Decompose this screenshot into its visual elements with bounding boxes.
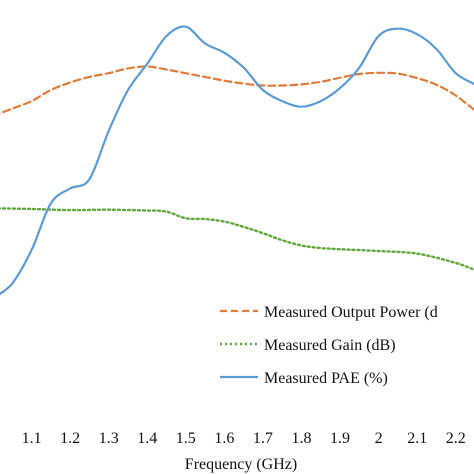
series-line-output-power [0, 65, 474, 115]
series-line-pae [0, 25, 474, 296]
x-tick-label: 1.4 [137, 430, 157, 447]
legend-label-pae: Measured PAE (%) [264, 370, 388, 387]
legend-label-gain: Measured Gain (dB) [264, 337, 396, 354]
x-tick-label: 1.5 [176, 430, 196, 447]
series-layer [0, 25, 474, 296]
x-tick-label: 2.2 [446, 430, 466, 447]
x-tick-label: 1.1 [22, 430, 42, 447]
x-axis-title: Frequency (GHz) [185, 456, 297, 473]
x-tick-label: 2.1 [407, 430, 427, 447]
x-tick-label: 1.8 [292, 430, 312, 447]
x-axis-ticks: 1.1 1.2 1.3 1.4 1.5 1.6 1.7 1.8 1.9 2 2.1 2.2 [22, 430, 466, 447]
x-tick-label: 1.6 [214, 430, 234, 447]
legend: Measured Output Power (d Measured Gain (… [220, 304, 438, 387]
x-tick-label: 2 [375, 430, 383, 447]
series-line-gain [0, 207, 474, 271]
x-tick-label: 1.2 [60, 430, 80, 447]
x-tick-label: 1.9 [330, 430, 350, 447]
x-tick-label: 1.7 [253, 430, 273, 447]
legend-label-output-power: Measured Output Power (d [264, 304, 438, 321]
x-tick-label: 1.3 [99, 430, 119, 447]
